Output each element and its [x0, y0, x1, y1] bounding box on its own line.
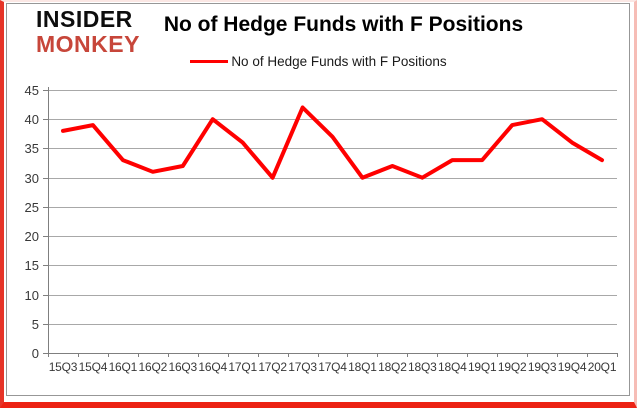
insider-monkey-logo: INSIDER MONKEY [36, 8, 140, 56]
x-tick-label: 20Q1 [588, 360, 617, 374]
x-tick-label: 16Q4 [198, 360, 227, 374]
x-tick-label: 18Q4 [438, 360, 467, 374]
x-tick-label: 16Q2 [139, 360, 168, 374]
x-tick-label: 19Q3 [528, 360, 557, 374]
y-tick-label: 35 [25, 141, 39, 156]
series-line [61, 105, 604, 180]
x-tick-label: 17Q4 [318, 360, 347, 374]
x-tick-label: 16Q1 [109, 360, 138, 374]
x-tick-label: 18Q1 [348, 360, 377, 374]
x-tick-label: 18Q3 [408, 360, 437, 374]
y-tick-label: 45 [25, 83, 39, 98]
x-tick-label: 19Q1 [468, 360, 497, 374]
x-tick-label: 17Q1 [228, 360, 257, 374]
y-tick-label: 40 [25, 112, 39, 127]
x-tick-label: 19Q4 [558, 360, 587, 374]
y-tick-label: 25 [25, 200, 39, 215]
y-tick-label: 0 [32, 346, 39, 361]
x-tick-label: 18Q2 [378, 360, 407, 374]
y-tick-label: 10 [25, 288, 39, 303]
y-tick-label: 20 [25, 229, 39, 244]
x-tick-label: 19Q2 [498, 360, 527, 374]
x-tick-label: 15Q3 [49, 360, 78, 374]
legend-label: No of Hedge Funds with F Positions [231, 54, 447, 69]
x-tick-label: 16Q3 [168, 360, 197, 374]
logo-line-insider: INSIDER [36, 6, 133, 32]
y-tick-label: 5 [32, 317, 39, 332]
logo-line-monkey: MONKEY [36, 31, 140, 57]
x-tick-label: 17Q2 [258, 360, 287, 374]
y-tick-label: 30 [25, 171, 39, 186]
x-tick-label: 17Q3 [288, 360, 317, 374]
legend: No of Hedge Funds with F Positions [0, 54, 637, 69]
chart-title: No of Hedge Funds with F Positions [163, 13, 524, 36]
legend-line-swatch [190, 60, 229, 63]
y-tick-label: 15 [25, 258, 39, 273]
x-tick-label: 15Q4 [79, 360, 108, 374]
